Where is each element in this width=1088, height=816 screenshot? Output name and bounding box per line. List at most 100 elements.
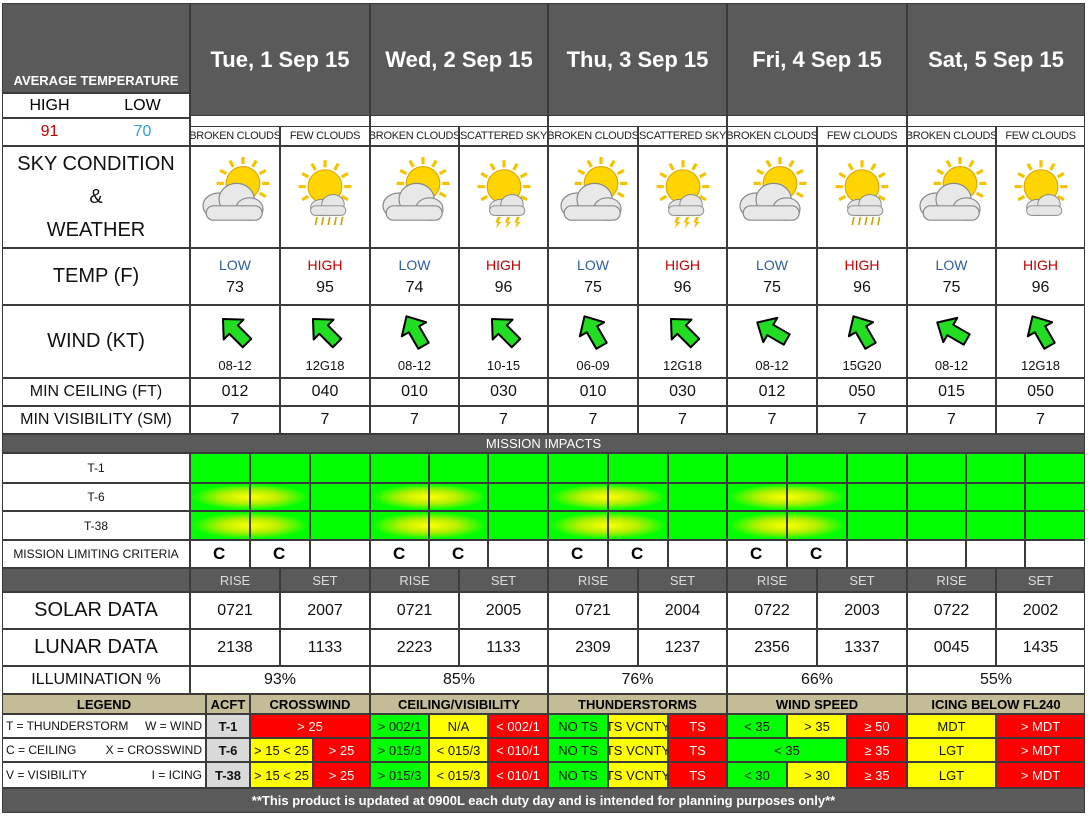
- lunar-rise-0: 2138: [190, 629, 280, 666]
- wind-speed: 08-12: [397, 357, 432, 373]
- impact-cell-day-3-row-1-col-0: [727, 483, 787, 511]
- impact-cell-day-3-row-0-col-0: [727, 453, 787, 483]
- temp-value: 75: [763, 278, 781, 296]
- impact-cell-day-1-row-2-col-1: [429, 511, 488, 540]
- legend-key: T = THUNDERSTORM: [6, 719, 129, 733]
- ceiling-day-3-a: 012: [727, 378, 817, 406]
- impact-cell-day-0-row-0-col-1: [250, 453, 310, 483]
- criteria-wind-row-0-2: ≥ 50: [847, 714, 907, 738]
- lunar-set-2: 1237: [638, 629, 727, 666]
- wind-day-1-1: 10-15: [459, 305, 548, 378]
- criteria-icing-row-1-0: LGT: [907, 738, 996, 762]
- impact-cell-day-2-row-1-col-1: [608, 483, 668, 511]
- sky-condition-day-4-a: BROKEN CLOUDS: [907, 126, 996, 146]
- impact-cell-day-1-row-0-col-1: [429, 453, 488, 483]
- temp-day-4-high: HIGH 96: [996, 248, 1085, 305]
- criteria-ceilvis-row-1-0: > 015/3: [370, 738, 429, 762]
- set-header-4: SET: [996, 568, 1085, 592]
- wind-day-4-1: 12G18: [996, 305, 1085, 378]
- lunar-set-3: 1337: [817, 629, 907, 666]
- sky-condition-day-0-b: FEW CLOUDS: [280, 126, 370, 146]
- temp-low-label: LOW: [219, 256, 251, 273]
- impact-cell-day-0-row-1-col-0: [190, 483, 250, 511]
- impact-cell-day-4-row-1-col-2: [1025, 483, 1085, 511]
- impact-cell-day-3-row-1-col-2: [847, 483, 907, 511]
- partly-sunny-clouds-icon: [190, 146, 280, 248]
- criteria-ts-row-2-0: NO TS: [548, 762, 608, 788]
- temp-high-label: HIGH: [486, 256, 521, 273]
- criteria-day-1-1: C: [429, 540, 488, 568]
- illumination-2: 76%: [548, 666, 727, 694]
- legend-key: C = CEILING: [6, 743, 77, 757]
- sunny-thunderstorm-icon: [459, 146, 548, 248]
- criteria-crosswind-row-0-0: > 25: [250, 714, 370, 738]
- header-corner: AVERAGE TEMPERATURE: [2, 3, 190, 93]
- criteria-day-2-0: C: [548, 540, 608, 568]
- criteria-wind-row-0-1: > 35: [787, 714, 847, 738]
- criteria-day-3-2: [847, 540, 907, 568]
- wind-speed: 12G18: [662, 357, 703, 373]
- wind-day-0-1: 12G18: [280, 305, 370, 378]
- temp-day-0-low: LOW 73: [190, 248, 280, 305]
- legend-line-0: T = THUNDERSTORM W = WIND: [2, 714, 206, 738]
- criteria-crosswind-row-1-0: > 15 < 25: [250, 738, 313, 762]
- solar-rise-0: 0721: [190, 592, 280, 629]
- legend-key: V = VISIBILITY: [6, 768, 88, 782]
- wind-speed: 08-12: [755, 357, 789, 373]
- impact-cell-day-4-row-2-col-1: [966, 511, 1025, 540]
- legend-line-1: C = CEILING X = CROSSWIND: [2, 738, 206, 762]
- criteria-crosswind-row-1-1: > 25: [313, 738, 370, 762]
- visibility-day-4-a: 7: [907, 406, 996, 434]
- acft-title: ACFT: [206, 694, 250, 714]
- illumination-label: ILLUMINATION %: [2, 666, 190, 694]
- criteria-wind-row-2-1: > 30: [787, 762, 847, 788]
- criteria-ts-row-1-1: TS VCNTY: [608, 738, 668, 762]
- impact-cell-day-1-row-0-col-2: [488, 453, 548, 483]
- impact-cell-day-3-row-1-col-1: [787, 483, 847, 511]
- sunny-showers-icon: [298, 160, 352, 226]
- visibility-day-4-b: 7: [996, 406, 1085, 434]
- sky-condition-day-0-a: BROKEN CLOUDS: [190, 126, 280, 146]
- temp-day-2-low: LOW 75: [548, 248, 638, 305]
- temp-day-1-high: HIGH 96: [459, 248, 548, 305]
- criteria-ts-row-2-1: TS VCNTY: [608, 762, 668, 788]
- solar-set-2: 2004: [638, 592, 727, 629]
- criteria-ceilvis-row-0-2: < 002/1: [488, 714, 548, 738]
- criteria-day-2-2: [668, 540, 727, 568]
- partly-sunny-clouds-icon: [907, 146, 996, 248]
- solar-label: SOLAR DATA: [2, 592, 190, 629]
- temp-high-label: HIGH: [844, 256, 880, 273]
- criteria-ceilvis-row-0-0: > 002/1: [370, 714, 429, 738]
- wind-speed: 12G18: [305, 357, 345, 373]
- criteria-header-2: THUNDERSTORMS: [548, 694, 727, 714]
- criteria-day-2-1: C: [608, 540, 668, 568]
- impact-cell-day-0-row-2-col-1: [250, 511, 310, 540]
- impact-cell-day-3-row-0-col-2: [847, 453, 907, 483]
- wind-speed: 10-15: [486, 357, 521, 373]
- sky-row-spacer-1: [370, 116, 548, 126]
- criteria-wind-row-1-1: ≥ 35: [847, 738, 907, 762]
- visibility-day-3-b: 7: [817, 406, 907, 434]
- rise-header-1: RISE: [370, 568, 459, 592]
- impact-cell-day-0-row-1-col-2: [310, 483, 370, 511]
- impact-cell-day-3-row-2-col-1: [787, 511, 847, 540]
- sunny-showers-icon: [817, 146, 907, 248]
- visibility-day-0-b: 7: [280, 406, 370, 434]
- impact-cell-day-2-row-0-col-0: [548, 453, 608, 483]
- impact-cell-day-4-row-1-col-0: [907, 483, 966, 511]
- criteria-ceilvis-row-2-0: > 015/3: [370, 762, 429, 788]
- ceiling-day-1-a: 010: [370, 378, 459, 406]
- ceiling-day-0-a: 012: [190, 378, 280, 406]
- acft-0: T-1: [206, 714, 250, 738]
- criteria-ceilvis-row-2-2: < 010/1: [488, 762, 548, 788]
- impact-cell-day-1-row-1-col-1: [429, 483, 488, 511]
- sunny-showers-icon: [280, 146, 370, 248]
- temp-value: 75: [942, 278, 961, 296]
- temp-value: 73: [226, 278, 244, 296]
- temp-value: 75: [584, 278, 602, 296]
- temp-day-3-high: HIGH 96: [817, 248, 907, 305]
- temp-value: 96: [673, 278, 692, 296]
- sky-condition-day-4-b: FEW CLOUDS: [996, 126, 1085, 146]
- sunny-thunderstorm-icon: [477, 160, 530, 229]
- criteria-ts-row-1-0: NO TS: [548, 738, 608, 762]
